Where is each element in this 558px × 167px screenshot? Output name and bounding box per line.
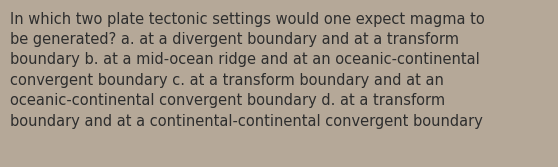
Text: In which two plate tectonic settings would one expect magma to
be generated? a. : In which two plate tectonic settings wou…	[10, 12, 485, 129]
